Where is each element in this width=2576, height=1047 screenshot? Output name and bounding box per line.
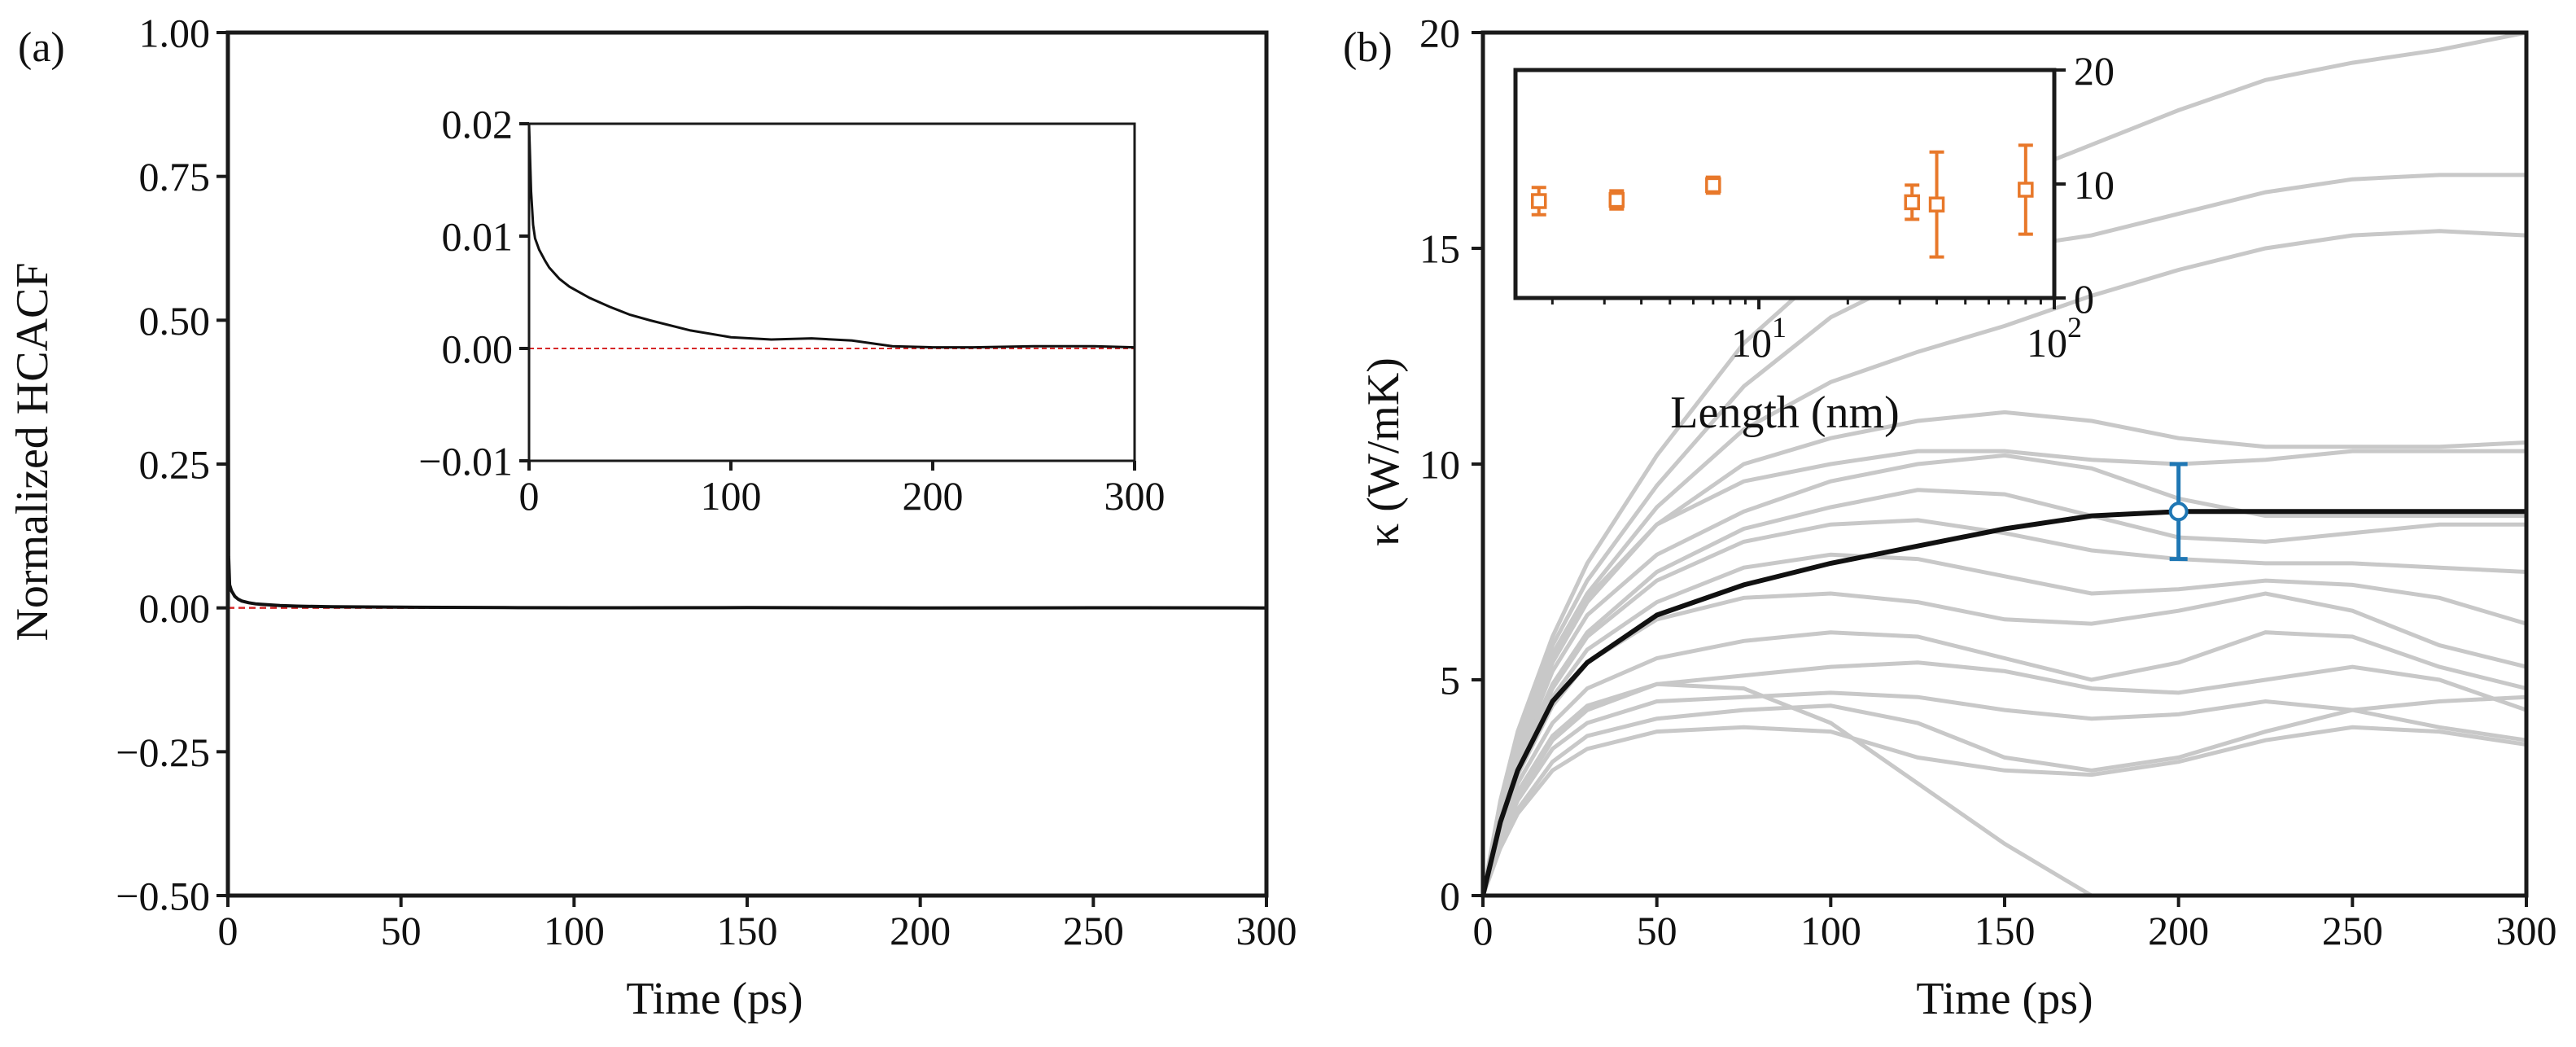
panel-b-inset-frame [1513, 68, 2057, 300]
panel-a-ytick-label-4: 0.50 [139, 298, 211, 344]
panel-b-xtick-label-5: 250 [2322, 908, 2383, 953]
panel-a-xtick-label-2: 100 [544, 908, 605, 953]
panel-b-inset-point-5 [1928, 150, 1945, 259]
panel-b-inset-marker-5 [1928, 196, 1945, 212]
panel-b-xtick-label-6: 300 [2496, 908, 2557, 953]
panel-b-inset-ytick-label-2: 20 [2074, 48, 2115, 94]
panel-b-xtick-label-2: 100 [1800, 908, 1861, 953]
panel-b-frame [1480, 30, 2529, 898]
panel-b-inset-xlabel: Length (nm) [1670, 388, 1899, 438]
panel-a-xtick-label-1: 50 [381, 908, 422, 953]
panel-b-inset: 101 102 0 10 20 Length (nm) [1513, 48, 2115, 438]
panel-a-inset-ytick-label-2: 0.01 [442, 214, 514, 260]
panel-b-run-line-8 [1480, 518, 2527, 896]
panel-b-x-ticks: 0 50 100 150 200 250 300 [1473, 896, 2557, 953]
panel-a-y-ticks: −0.50 −0.25 0.00 0.25 0.50 0.75 1.00 [116, 11, 228, 919]
panel-b-ytick-label-3: 15 [1419, 226, 1460, 272]
panel-b-inset-point-6 [2018, 143, 2034, 236]
panel-a-inset-x-ticks: 0 100 200 300 [519, 461, 1166, 519]
panel-a-label: (a) [18, 24, 65, 71]
panel-a-xtick-label-0: 0 [218, 908, 238, 953]
panel-a-inset-ytick-label-3: 0.02 [442, 102, 514, 147]
panel-a-series-line-0 [226, 32, 1267, 610]
panel-b-inset-y-ticks: 0 10 20 [2054, 48, 2115, 322]
panel-a-inset-frame [527, 122, 1136, 462]
panel-b-xtick-label-3: 150 [1975, 908, 2036, 953]
panel-b-inset-marker-3 [1705, 177, 1721, 194]
panel-b-xlabel: Time (ps) [1916, 974, 2093, 1024]
panel-b-inset-marker-6 [2018, 182, 2034, 198]
panel-b-ylabel: κ (W/mK) [1358, 357, 1409, 546]
panel-b-inset-ytick-label-1: 10 [2074, 162, 2115, 208]
panel-a-ytick-label-5: 0.75 [139, 154, 211, 199]
panel-a-ytick-label-0: −0.50 [116, 874, 210, 919]
panel-b-mean-group [1480, 509, 2526, 896]
panel-b-xtick-label-1: 50 [1637, 908, 1677, 953]
panel-a-ytick-label-1: −0.25 [116, 729, 210, 775]
panel-b-inset-background [1515, 70, 2054, 298]
panel-b-run-line-15 [1480, 725, 2527, 896]
panel-b-highlight-group [2168, 462, 2189, 562]
panel-b-inset-point-4 [1904, 183, 1920, 221]
panel-a-xtick-label-5: 250 [1063, 908, 1124, 953]
panel-b-run-line-10 [1480, 591, 2527, 896]
panel-a-inset-series-group [527, 123, 1135, 349]
panel-a-inset-ytick-label-0: −0.01 [418, 439, 513, 484]
panel-b-label: (b) [1343, 24, 1393, 71]
panel-a-inset-series-line [527, 123, 1135, 349]
panel-b-run-line-12 [1480, 660, 2527, 896]
panel-b-inset-points-group [1530, 143, 2034, 259]
panel-b-ytick-label-0: 0 [1440, 874, 1460, 919]
panel-b-inset-marker-2 [1608, 191, 1625, 208]
panel-a-inset-xtick-label-0: 0 [519, 473, 540, 519]
panel-b-ytick-label-2: 10 [1419, 442, 1460, 488]
panel-a-frame [225, 30, 1269, 898]
panel-b-run-line-16 [1480, 681, 2093, 898]
panel-b-inset-point-1 [1530, 186, 1547, 217]
panel-a: (a) Normalized HCACF Time (ps) 0 50 100 150… [7, 11, 1297, 1025]
panel-b-run-line-13 [1480, 690, 2527, 896]
panel-a-inset-ytick-label-1: 0.00 [442, 326, 514, 372]
panel-b-inset-point-3 [1705, 175, 1721, 195]
panel-a-inset: 0 100 200 300 −0.01 0.00 0.01 0.02 [418, 102, 1165, 519]
panel-a-xlabel: Time (ps) [626, 974, 803, 1024]
panel-b: (b) κ (W/mK) Time (ps) 0 50 100 150 200 250 30… [1343, 11, 2557, 1025]
panel-a-xtick-label-6: 300 [1236, 908, 1297, 953]
panel-b-ytick-label-4: 20 [1419, 11, 1460, 56]
panel-b-inset-ytick-label-0: 0 [2074, 276, 2094, 322]
panel-a-inset-xtick-label-2: 200 [903, 473, 964, 519]
panel-a-ylabel: Normalized HCACF [7, 262, 58, 641]
panel-a-plot-area [226, 32, 1267, 610]
panel-b-xtick-label-0: 0 [1473, 908, 1494, 953]
panel-a-inset-y-ticks: −0.01 0.00 0.01 0.02 [418, 102, 529, 484]
panel-b-inset-marker-4 [1904, 194, 1920, 211]
panel-a-ytick-label-3: 0.25 [139, 442, 211, 488]
panel-a-ytick-label-6: 1.00 [139, 11, 211, 56]
panel-a-x-ticks: 0 50 100 150 200 250 300 [218, 896, 1297, 953]
panel-b-inset-point-2 [1608, 189, 1625, 211]
panel-b-y-ticks: 0 5 10 15 20 [1419, 11, 1483, 919]
panel-b-inset-x-ticks: 101 102 [1550, 298, 2082, 366]
panel-b-run-line-5 [1480, 449, 2526, 896]
panel-b-run-line-6 [1480, 453, 2526, 896]
panel-b-run-line-14 [1480, 694, 2527, 896]
panel-a-inset-xtick-label-3: 300 [1104, 473, 1166, 519]
panel-a-ytick-label-2: 0.00 [139, 585, 211, 631]
panel-b-inset-marker-1 [1530, 193, 1547, 209]
panel-b-highlight-marker [2168, 502, 2189, 522]
panel-a-series-group [226, 32, 1267, 610]
panel-b-ytick-label-1: 5 [1440, 658, 1460, 703]
panel-a-xtick-label-4: 200 [890, 908, 951, 953]
panel-b-run-line-11 [1480, 630, 2527, 896]
panel-a-inset-xtick-label-1: 100 [701, 473, 762, 519]
panel-a-xtick-label-3: 150 [717, 908, 778, 953]
panel-a-inset-background [529, 124, 1135, 461]
panel-b-xtick-label-4: 200 [2148, 908, 2209, 953]
panel-b-mean-line [1480, 509, 2526, 896]
